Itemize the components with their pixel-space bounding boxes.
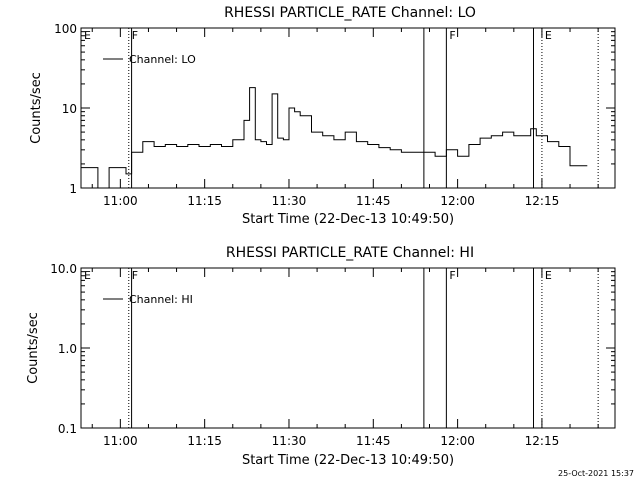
y-tick-label: 10 (62, 102, 77, 116)
x-tick-label: 11:30 (272, 194, 307, 208)
x-axis-label: Start Time (22-Dec-13 10:49:50) (242, 453, 454, 468)
chart-title: RHESSI PARTICLE_RATE Channel: LO (224, 5, 476, 21)
plot-frame (80, 267, 616, 429)
y-axis-label: Counts/sec (29, 72, 44, 144)
y-tick-label: 1.0 (58, 342, 77, 356)
legend-label: Channel: HI (129, 293, 193, 306)
series-line (81, 87, 588, 189)
x-tick-label: 11:00 (103, 434, 138, 448)
plot-frame (80, 27, 616, 189)
y-tick-label: 10.0 (50, 262, 77, 276)
x-tick-label: 12:00 (440, 434, 475, 448)
x-tick-label: 12:00 (440, 194, 475, 208)
x-tick-label: 11:45 (356, 194, 391, 208)
x-tick-label: 11:15 (187, 434, 222, 448)
event-marker-label: F (132, 29, 138, 42)
event-marker-label: E (545, 29, 552, 42)
event-marker-label: E (545, 269, 552, 282)
x-tick-label: 12:15 (525, 194, 560, 208)
y-tick-label: 1 (69, 182, 77, 196)
event-marker-label: F (132, 269, 138, 282)
x-tick-label: 11:30 (272, 434, 307, 448)
x-tick-label: 11:45 (356, 434, 391, 448)
legend-label: Channel: LO (129, 53, 196, 66)
x-tick-label: 11:00 (103, 194, 138, 208)
x-tick-label: 12:15 (525, 434, 560, 448)
event-marker-label: F (449, 269, 455, 282)
footer-timestamp: 25-Oct-2021 15:37 (558, 469, 634, 478)
y-tick-label: 100 (54, 22, 77, 36)
event-marker-label: E (84, 269, 91, 282)
chart-title: RHESSI PARTICLE_RATE Channel: HI (226, 245, 474, 261)
y-axis-label: Counts/sec (26, 312, 41, 384)
x-tick-label: 11:15 (187, 194, 222, 208)
event-marker-label: E (84, 29, 91, 42)
event-marker-label: F (449, 29, 455, 42)
x-axis-label: Start Time (22-Dec-13 10:49:50) (242, 212, 454, 227)
y-tick-label: 0.1 (58, 422, 77, 436)
